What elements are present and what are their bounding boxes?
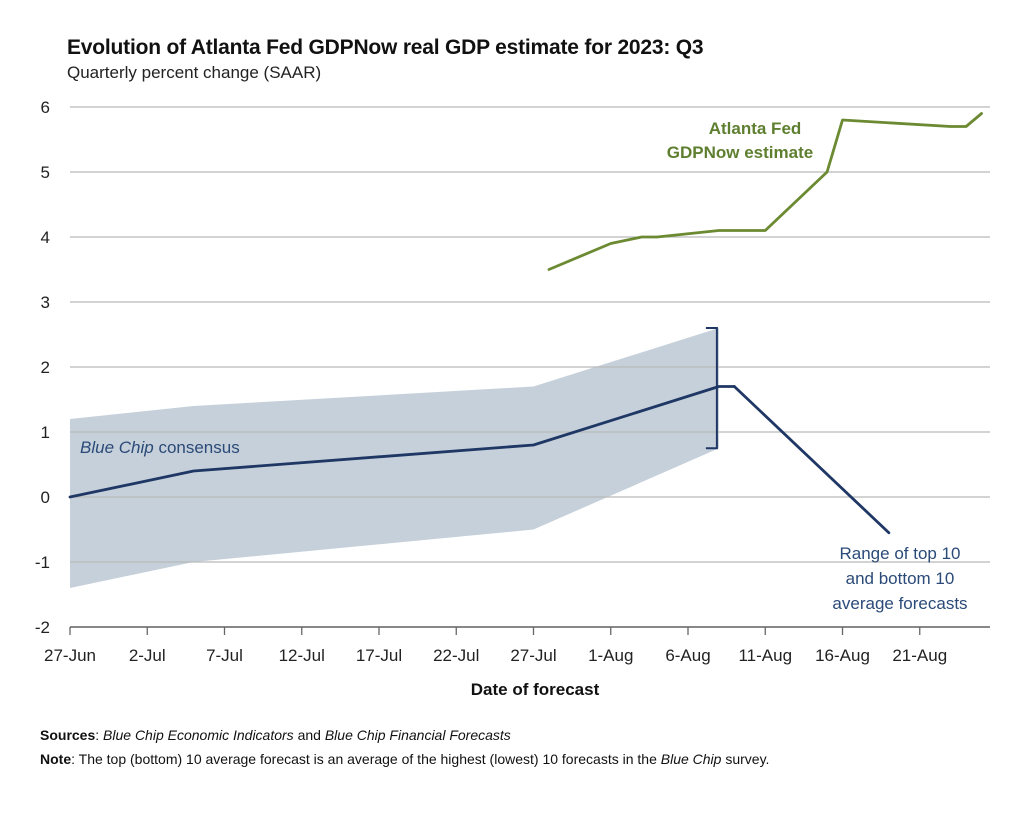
consensus-annotation-italic: Blue Chip: [80, 438, 154, 457]
y-tick-label: 0: [41, 488, 50, 507]
y-tick-label: -2: [35, 618, 50, 637]
x-tick-label: 11-Aug: [738, 646, 792, 665]
y-tick-label: 6: [41, 98, 50, 117]
range-annotation-line-3: average forecasts: [832, 594, 967, 613]
range-bracket: [705, 327, 718, 450]
gridlines: [69, 106, 990, 635]
x-tick-label: 21-Aug: [892, 646, 947, 665]
range-annotation-line-2: and bottom 10: [846, 569, 955, 588]
y-tick-label: 4: [41, 228, 50, 247]
consensus-annotation-rest: consensus: [154, 438, 240, 457]
footer-sources: Sources: Blue Chip Economic Indicators a…: [40, 727, 511, 743]
x-tick-label: 12-Jul: [279, 646, 325, 665]
x-tick-label: 2-Jul: [129, 646, 166, 665]
y-tick-label: 3: [41, 293, 50, 312]
y-tick-label: 5: [41, 163, 50, 182]
note-label: Note: [40, 751, 72, 767]
range-band: [70, 328, 719, 588]
note-italic: Blue Chip: [660, 751, 722, 767]
x-tick-label: 17-Jul: [356, 646, 402, 665]
x-tick-label: 7-Jul: [206, 646, 243, 665]
x-tick-label: 27-Jun: [44, 646, 96, 665]
gdpnow-line: [547, 112, 983, 271]
gdpnow-annotation-line-2: GDPNow estimate: [667, 143, 813, 162]
series-layer: [68, 112, 983, 535]
x-tick-label: 1-Aug: [588, 646, 633, 665]
sources-sep: :: [95, 727, 104, 743]
note-text-2: survey.: [721, 751, 770, 767]
footer-note: Note: The top (bottom) 10 average foreca…: [40, 751, 769, 767]
sources-italic-1: Blue Chip Economic Indicators: [103, 727, 294, 743]
range-annotation-line-1: Range of top 10: [840, 544, 961, 563]
sources-italic-2: Blue Chip Financial Forecasts: [324, 727, 511, 743]
consensus-line: [68, 385, 736, 499]
chart-title: Evolution of Atlanta Fed GDPNow real GDP…: [67, 36, 704, 59]
chart-subtitle: Quarterly percent change (SAAR): [67, 63, 322, 82]
y-tick-label: -1: [35, 553, 50, 572]
consensus-drop-line: [732, 385, 891, 535]
x-tick-label: 27-Jul: [510, 646, 556, 665]
tick-labels: -2 -1 0 1 2 3 4 5 6 27-Jun 2-Jul 7-Jul 12-Jul 17-Jul 2…: [35, 98, 947, 665]
gdpnow-annotation-line-1: Atlanta Fed: [709, 119, 802, 138]
x-tick-label: 22-Jul: [433, 646, 479, 665]
y-tick-label: 1: [41, 423, 50, 442]
sources-label: Sources: [40, 727, 96, 743]
sources-and: and: [293, 727, 325, 743]
consensus-annotation: Blue Chip consensus: [80, 438, 240, 457]
note-text-1: : The top (bottom) 10 average forecast i…: [71, 751, 661, 767]
x-axis-label: Date of forecast: [471, 680, 600, 699]
x-tick-label: 6-Aug: [665, 646, 710, 665]
y-tick-label: 2: [41, 358, 50, 377]
range-band-layer: [70, 328, 719, 588]
x-tick-label: 16-Aug: [815, 646, 870, 665]
